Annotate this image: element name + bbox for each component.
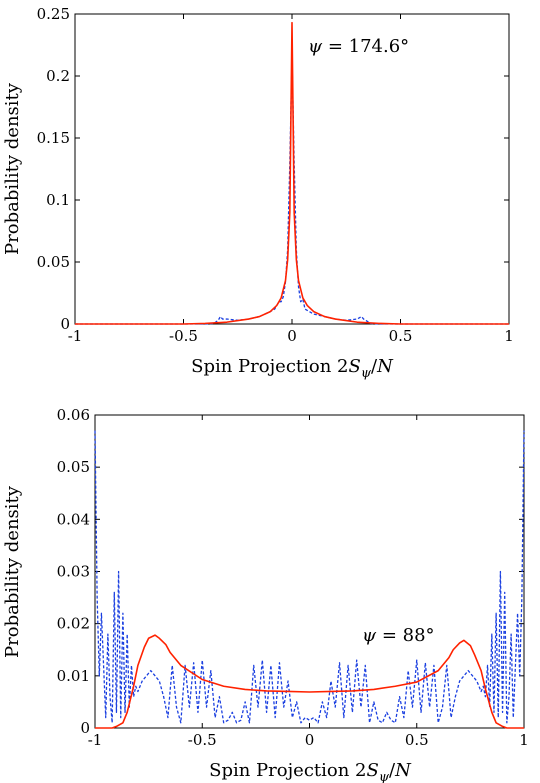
bottom-annotation: ψ = 88° xyxy=(362,625,435,646)
bottom-x-axis-label: Spin Projection 2Sψ/N xyxy=(209,760,412,783)
bottom-y-tick-label: 0.01 xyxy=(57,667,90,685)
bottom-y-tick-label: 0.06 xyxy=(57,406,90,424)
top-y-tick-label: 0 xyxy=(60,315,70,333)
bottom-x-tick-label: -0.5 xyxy=(188,731,217,749)
bottom-series xyxy=(94,430,525,729)
top-x-tick-label: 0 xyxy=(287,327,297,345)
top-chart-panel: -1 -0.5 0 0.5 1 0 0.05 0.1 0.15 0.2 0.25 ψ = 174.6… xyxy=(2,5,514,381)
top-y-tick-label: 0.1 xyxy=(46,191,70,209)
bottom-y-axis-label: Probability density xyxy=(2,485,23,658)
bottom-series-dashed xyxy=(94,430,525,724)
bottom-x-tick-label: 1 xyxy=(519,731,529,749)
bottom-x-tick-label: -1 xyxy=(88,731,103,749)
top-x-tick-label: -1 xyxy=(68,327,83,345)
bottom-chart-panel: -1 -0.5 0 0.5 1 0 0.01 0.02 0.03 0.04 0.05 0.06 ψ =… xyxy=(2,406,529,783)
bottom-x-tick-label: 0.5 xyxy=(405,731,429,749)
bottom-y-tick-label: 0.04 xyxy=(57,510,90,528)
top-annotation: ψ = 174.6° xyxy=(308,36,409,57)
bottom-y-tick-label: 0 xyxy=(80,719,90,737)
bottom-x-tick-label: 0 xyxy=(305,731,315,749)
top-x-tick-label: 1 xyxy=(504,327,514,345)
top-series xyxy=(75,21,509,325)
top-x-axis-label: Spin Projection 2Sψ/N xyxy=(191,356,394,381)
top-y-axis-label: Probability density xyxy=(2,82,23,255)
top-x-tick-label: -0.5 xyxy=(169,327,198,345)
top-ticks: -1 -0.5 0 0.5 1 0 0.05 0.1 0.15 0.2 0.25 xyxy=(37,5,514,345)
top-series-solid xyxy=(75,21,509,325)
bottom-series-solid xyxy=(95,634,524,729)
top-y-tick-label: 0.05 xyxy=(37,253,70,271)
top-y-tick-label: 0.2 xyxy=(46,67,70,85)
bottom-ticks: -1 -0.5 0 0.5 1 0 0.01 0.02 0.03 0.04 0.05 0.06 xyxy=(57,406,529,749)
bottom-y-tick-label: 0.05 xyxy=(57,458,90,476)
bottom-y-tick-label: 0.03 xyxy=(57,563,90,581)
top-y-tick-label: 0.15 xyxy=(37,129,70,147)
top-series-dashed xyxy=(75,54,509,325)
top-x-tick-label: 0.5 xyxy=(389,327,413,345)
top-y-tick-label: 0.25 xyxy=(37,5,70,23)
bottom-y-tick-label: 0.02 xyxy=(57,615,90,633)
